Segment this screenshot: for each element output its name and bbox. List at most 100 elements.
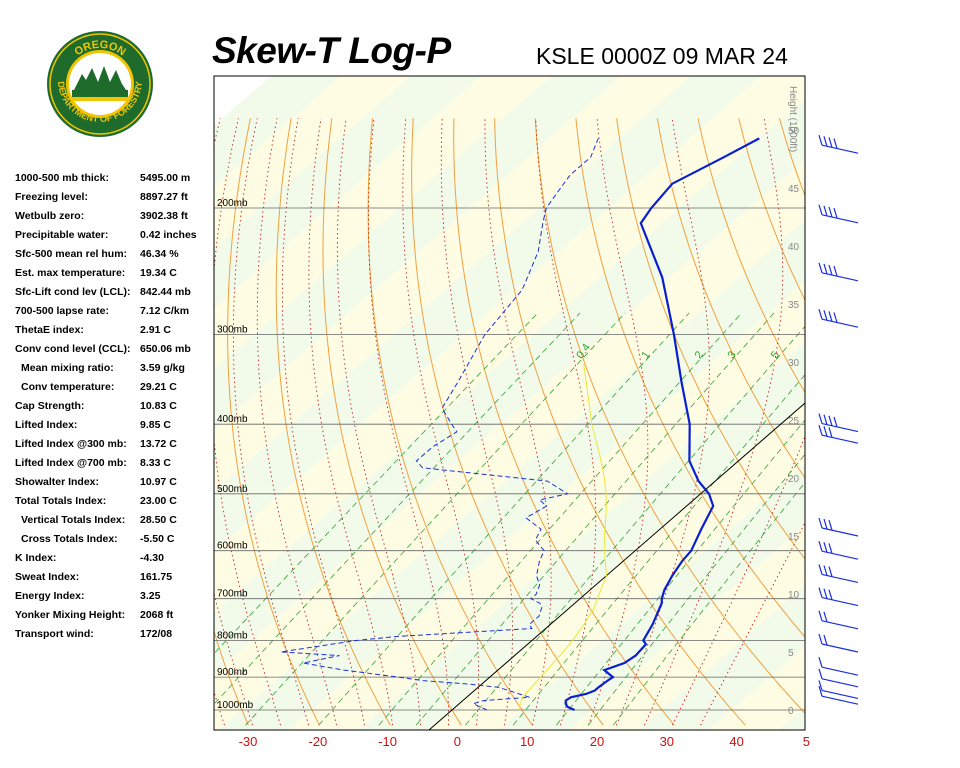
mixing-ratio-line: [556, 419, 805, 726]
wind-barb-flag: [823, 205, 828, 217]
wind-barb-flag: [818, 135, 823, 146]
mixing-ratio-label: 2: [693, 349, 706, 361]
wind-barb-flag: [818, 686, 823, 697]
mixing-ratio-line: [245, 312, 626, 726]
wind-barb-staff: [821, 214, 859, 224]
pressure-label: 300mb: [217, 325, 248, 336]
wind-barb-flag: [823, 565, 828, 576]
height-tick-label: 45: [788, 184, 800, 195]
wind-barb-flag: [818, 668, 823, 679]
wind-barb-flag: [818, 204, 823, 215]
mixing-ratio-line: [214, 312, 539, 655]
stat-value: 650.06 mb: [140, 343, 191, 355]
wind-barb: [818, 204, 859, 224]
sounding-traces: [280, 137, 760, 712]
wind-barb-flag: [818, 309, 823, 320]
height-tick-label: 20: [788, 474, 800, 485]
wind-barb: [818, 633, 859, 653]
stat-label: K Index:: [15, 552, 57, 564]
wind-barb: [818, 541, 859, 560]
parcel-trace: [518, 364, 608, 711]
stat-label: Est. max temperature:: [15, 267, 126, 279]
dewpoint-trace: [280, 138, 599, 711]
x-tick-label: 5: [803, 734, 810, 749]
pressure-label: 1000mb: [217, 700, 254, 711]
wind-barb: [818, 657, 859, 676]
stat-label: 1000-500 mb thick:: [15, 172, 109, 184]
dry-adiabat: [861, 118, 960, 725]
stat-value: 172/08: [140, 628, 173, 640]
wind-barb-flag: [818, 425, 823, 436]
wind-barb: [818, 309, 859, 328]
wind-barb-flag: [818, 587, 823, 598]
x-tick-label: 10: [520, 734, 534, 749]
wind-barb-flag: [833, 416, 838, 428]
mixing-ratio-line: [465, 325, 805, 726]
isotherm-zero: [428, 402, 805, 730]
stat-value: 2068 ft: [140, 609, 174, 621]
temperature-band: [569, 524, 805, 730]
x-axis-tick-labels: -30 -20 -10 0 10 20 30 40 5: [239, 734, 810, 749]
wind-barb-staff: [821, 678, 859, 688]
pressure-label: 500mb: [217, 484, 248, 495]
stat-value: 10.83 C: [140, 400, 177, 412]
wind-barb: [818, 564, 859, 583]
temperature-trace: [564, 137, 760, 712]
wind-barb-staff: [821, 597, 859, 607]
wind-barb-flag: [823, 414, 828, 425]
mixing-ratio-label: 3: [726, 349, 739, 361]
stat-label: Yonker Mixing Height:: [15, 609, 126, 621]
svg-text:OREGON: OREGON: [72, 39, 127, 59]
zero-isotherm: [428, 402, 805, 730]
stat-label: Total Totals Index:: [15, 495, 107, 507]
height-tick-label: 15: [788, 532, 800, 543]
wind-barbs: [818, 135, 859, 705]
wind-barb-flag: [828, 520, 833, 531]
stat-value: 29.21 C: [140, 381, 177, 393]
stat-label: Sweat Index:: [15, 571, 80, 583]
x-tick-label: 20: [590, 734, 604, 749]
wind-barb-staff: [821, 620, 859, 630]
wind-barb-flag: [818, 633, 823, 645]
wind-barb-flag: [823, 136, 828, 147]
stat-value: 19.34 C: [140, 267, 177, 279]
mixing-ratio-label: 8: [811, 349, 824, 361]
wind-barb-staff: [821, 144, 859, 154]
mixing-ratio-line: [512, 374, 805, 726]
wind-barb-staff: [821, 573, 859, 583]
dry-adiabat: [942, 118, 960, 725]
temperature-band: [289, 281, 805, 730]
stat-label: 700-500 lapse rate:: [15, 305, 109, 317]
height-tick-label: 35: [788, 300, 800, 311]
mixing-ratio-line: [415, 312, 775, 726]
pressure-label: 600mb: [217, 541, 248, 552]
wind-barb-flag: [828, 137, 833, 148]
height-tick-label: 30: [788, 358, 800, 369]
chart-title: Skew-T Log-P: [212, 30, 451, 71]
wind-barb-flag: [833, 138, 838, 149]
mixing-ratio-label: 1: [639, 349, 652, 361]
mixing-ratio-line: [378, 312, 742, 726]
wind-barb-flag: [818, 262, 823, 273]
wind-barb: [818, 517, 859, 537]
dry-adiabat: [778, 118, 805, 197]
wind-barb-staff: [821, 272, 859, 282]
wind-barb-staff: [821, 666, 859, 676]
temperature-band: [214, 98, 805, 674]
height-tick-label: 40: [788, 242, 800, 253]
pressure-label: 400mb: [217, 414, 248, 425]
stat-value: 5495.00 m: [140, 172, 191, 184]
plot-frame: [213, 75, 806, 731]
height-tick-label: 0: [788, 706, 794, 717]
wind-barb: [818, 425, 859, 444]
stat-value: 9.85 C: [140, 419, 171, 431]
wind-barb-flag: [823, 263, 828, 275]
wind-barb-staff: [821, 318, 859, 328]
x-tick-label: 30: [660, 734, 674, 749]
temperature-band: [214, 159, 805, 730]
stat-value: -5.50 C: [140, 533, 175, 545]
wind-barb-flag: [828, 566, 833, 577]
stat-label: ThetaE index:: [15, 324, 84, 336]
wind-barb-flag: [823, 310, 828, 321]
